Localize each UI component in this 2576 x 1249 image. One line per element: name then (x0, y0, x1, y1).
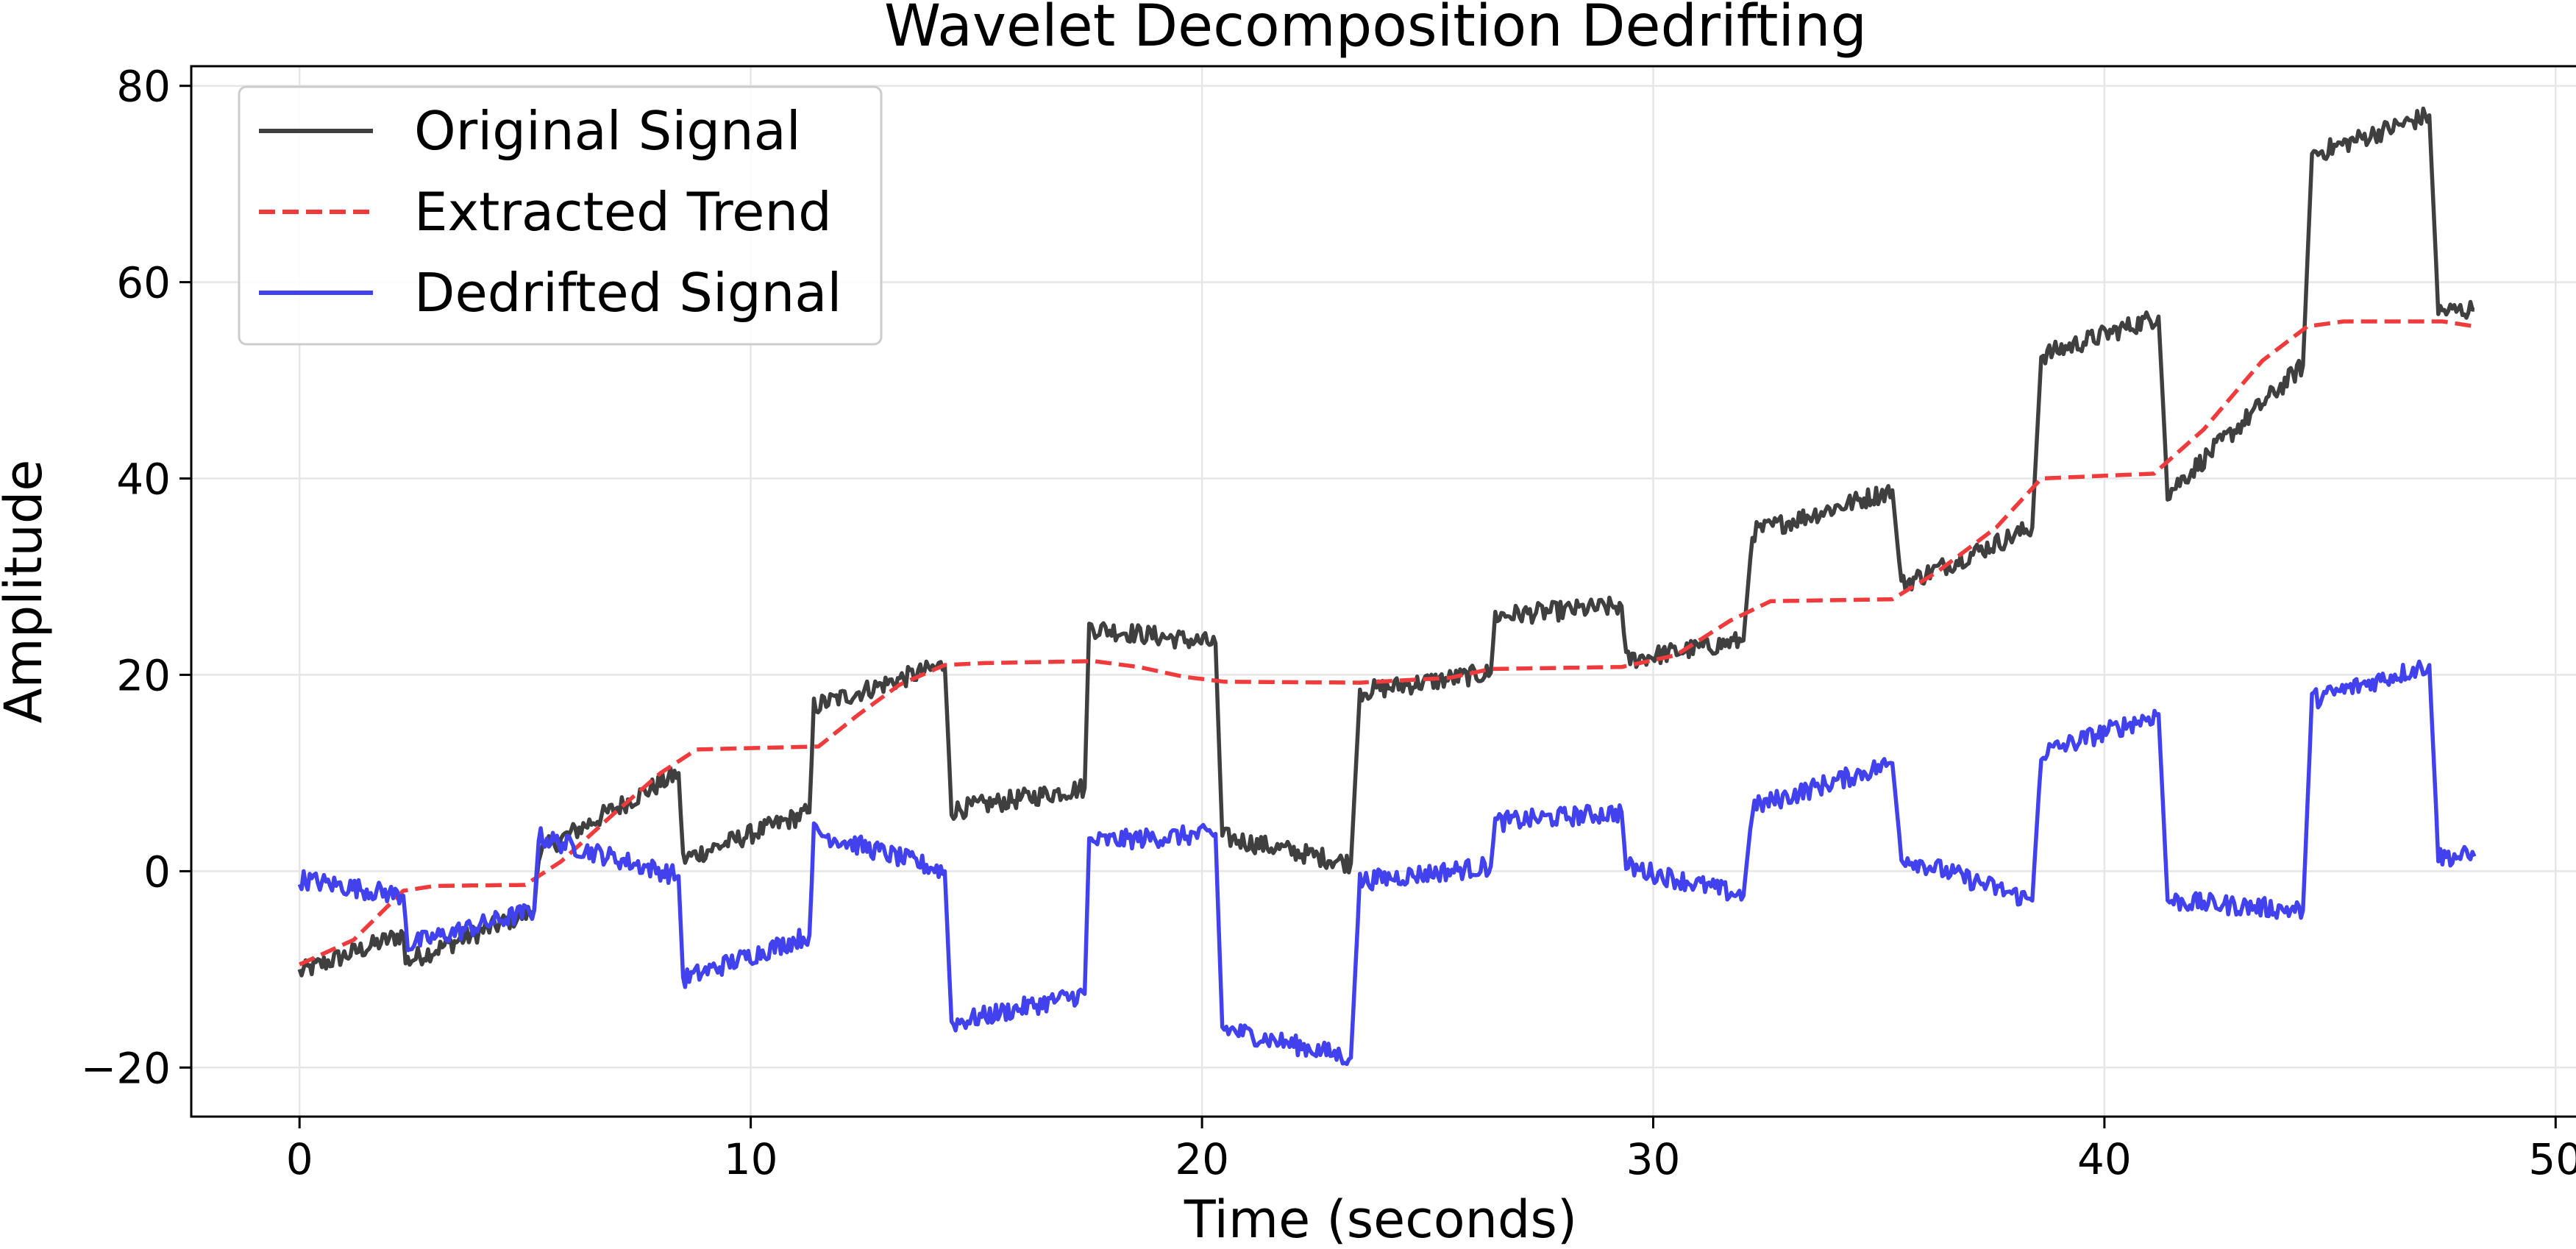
x-tick-label: 40 (2077, 1134, 2132, 1184)
series-line-2 (299, 319, 2475, 967)
x-tick-label: 10 (724, 1134, 778, 1184)
y-tick-label: −20 (81, 1043, 171, 1093)
x-tick-label: 20 (1175, 1134, 1229, 1184)
y-tick-label: 60 (116, 258, 171, 308)
legend-label-dedrifted: Dedrifted Signal (414, 262, 842, 324)
plot-frame (190, 65, 2576, 1118)
legend-label-trend: Extracted Trend (414, 181, 832, 243)
series-layer (297, 106, 2477, 1067)
x-tick-label: 50 (2528, 1134, 2576, 1184)
chart-title: Wavelet Decomposition Dedrifting (884, 0, 1867, 60)
legend-label-original: Original Signal (414, 100, 801, 162)
y-tick-label: 40 (116, 455, 171, 505)
ticks: 0 10 20 30 40 50 −20 0 20 40 60 80 (81, 62, 2576, 1184)
y-tick-label: 0 (143, 847, 171, 897)
series-line-3 (297, 659, 2477, 1067)
series-line-1 (297, 106, 2475, 978)
x-axis-label: Time (seconds) (1184, 1189, 1577, 1249)
y-axis-label: Amplitude (0, 460, 54, 724)
x-tick-label: 30 (1626, 1134, 1681, 1184)
y-tick-label: 20 (116, 650, 171, 700)
x-tick-label: 0 (286, 1134, 313, 1184)
y-tick-label: 80 (116, 62, 171, 112)
legend: Original Signal Extracted Trend Dedrifte… (238, 85, 883, 346)
legend-box (238, 85, 883, 346)
